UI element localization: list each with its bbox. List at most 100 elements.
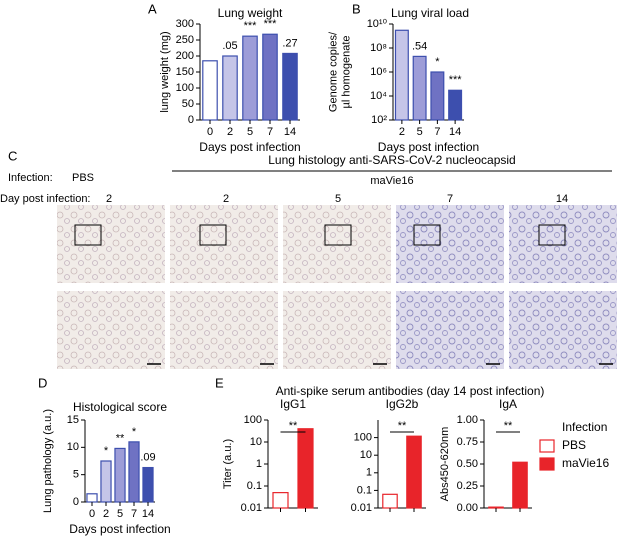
chart-title: Lung viral load (391, 6, 469, 20)
y-tick-label: 10 (360, 449, 372, 461)
x-tick-label: 7 (267, 126, 273, 138)
y-tick-label: 0.1 (357, 484, 372, 496)
significance: .27 (282, 37, 297, 49)
y-tick-label: 10 (67, 441, 79, 453)
y-tick-label: 15 (67, 414, 79, 426)
y-tick-label: 200 (176, 50, 194, 62)
panel-letter: D (38, 375, 47, 390)
y-tick-label: 50 (182, 98, 194, 110)
bar (142, 466, 154, 503)
histology-image (283, 205, 391, 283)
panel-letter: C (8, 148, 17, 163)
y-axis-label: Genome copies/ (327, 31, 339, 112)
significance: ** (116, 432, 125, 444)
significance: .05 (222, 40, 237, 52)
y-tick-label: 0.25 (457, 480, 478, 492)
significance: ** (504, 420, 513, 432)
significance: ** (398, 420, 407, 432)
histology-panel: C Infection: PBS Lung histology anti-SAR… (0, 148, 612, 205)
x-tick-label: 7 (131, 508, 137, 520)
bar (512, 461, 528, 509)
y-tick-label: 300 (176, 18, 194, 30)
bar (222, 55, 238, 121)
y-tick-label: 10 (250, 436, 262, 448)
histology-zoom (170, 291, 278, 369)
histology-image (170, 205, 278, 283)
y-tick-label: 0.50 (457, 458, 478, 470)
bar (488, 506, 504, 509)
y-tick-label: 1.00 (457, 414, 478, 426)
significance: * (104, 445, 109, 457)
legend-label: maVie16 (562, 456, 609, 470)
chart-title: IgG1 (280, 397, 306, 411)
histology-image (509, 205, 617, 283)
bar (282, 52, 298, 121)
y-axis-label: lung weight (mg) (159, 31, 171, 112)
bar (448, 89, 463, 121)
day-tick: 7 (447, 193, 453, 205)
day-label: Day post infection: (0, 193, 91, 205)
significance: * (435, 56, 440, 68)
y-tick-label: 100 (176, 82, 194, 94)
day-tick: 2 (106, 193, 112, 205)
legend-swatch (539, 439, 555, 453)
y-tick-label: 1 (366, 467, 372, 479)
x-tick-label: 5 (247, 126, 253, 138)
bar (412, 55, 427, 121)
panel-title: Anti-spike serum antibodies (day 14 post… (276, 384, 545, 398)
y-tick-label: 150 (176, 66, 194, 78)
histology-zoom (57, 291, 165, 369)
y-axis-label: Titer (a.u.) (222, 439, 234, 489)
significance: *** (264, 18, 278, 30)
legend-swatch (539, 457, 555, 471)
zoom-box (324, 224, 352, 246)
bar (202, 60, 218, 121)
y-tick-label: 5 (73, 469, 79, 481)
y-tick-label: 100 (354, 432, 372, 444)
y-axis-label: µl homogenate (340, 36, 352, 109)
histology-zoom (396, 291, 504, 369)
panel-letter: A (148, 1, 157, 16)
x-tick-label: 2 (103, 508, 109, 520)
significance: .54 (412, 40, 427, 52)
zoom-box (199, 224, 227, 246)
histology-zoom (509, 291, 617, 369)
significance: .09 (140, 451, 155, 463)
chart-title: Histological score (73, 400, 167, 414)
y-tick-label: 0.00 (457, 502, 478, 514)
day-tick: 5 (335, 193, 341, 205)
significance: ** (289, 420, 298, 432)
histology-title: Lung histology anti-SARS-CoV-2 nucleocap… (268, 153, 515, 167)
bar (297, 428, 314, 509)
x-tick-label: 0 (207, 126, 213, 138)
y-tick-label: 10² (371, 114, 387, 126)
y-tick-label: 10¹⁰ (367, 18, 388, 30)
x-tick-label: 14 (284, 126, 296, 138)
bar (406, 435, 422, 509)
bar (114, 447, 126, 503)
y-tick-label: 0.01 (351, 502, 372, 514)
y-tick-label: 1 (256, 458, 262, 470)
y-tick-label: 0.1 (247, 480, 262, 492)
bar (242, 35, 258, 121)
significance: *** (449, 74, 463, 86)
y-tick-label: 10⁴ (370, 90, 387, 102)
y-tick-label: 10⁸ (370, 42, 387, 54)
zoom-box (538, 224, 566, 246)
bar (394, 29, 409, 121)
x-tick-label: 5 (117, 508, 123, 520)
y-tick-label: 0.01 (241, 502, 262, 514)
zoom-box (413, 224, 441, 246)
y-axis-label: Abs450-620nm (439, 427, 451, 502)
histology-image (396, 205, 504, 283)
x-tick-label: 14 (449, 126, 461, 138)
bar (262, 33, 278, 121)
pbs-label: PBS (72, 172, 94, 184)
x-tick-label: 0 (89, 508, 95, 520)
significance: * (132, 426, 137, 438)
bar (382, 493, 398, 509)
bar (430, 71, 445, 121)
legend-label: PBS (562, 438, 586, 452)
y-axis-label: Lung pathology (a.u.) (42, 409, 54, 513)
